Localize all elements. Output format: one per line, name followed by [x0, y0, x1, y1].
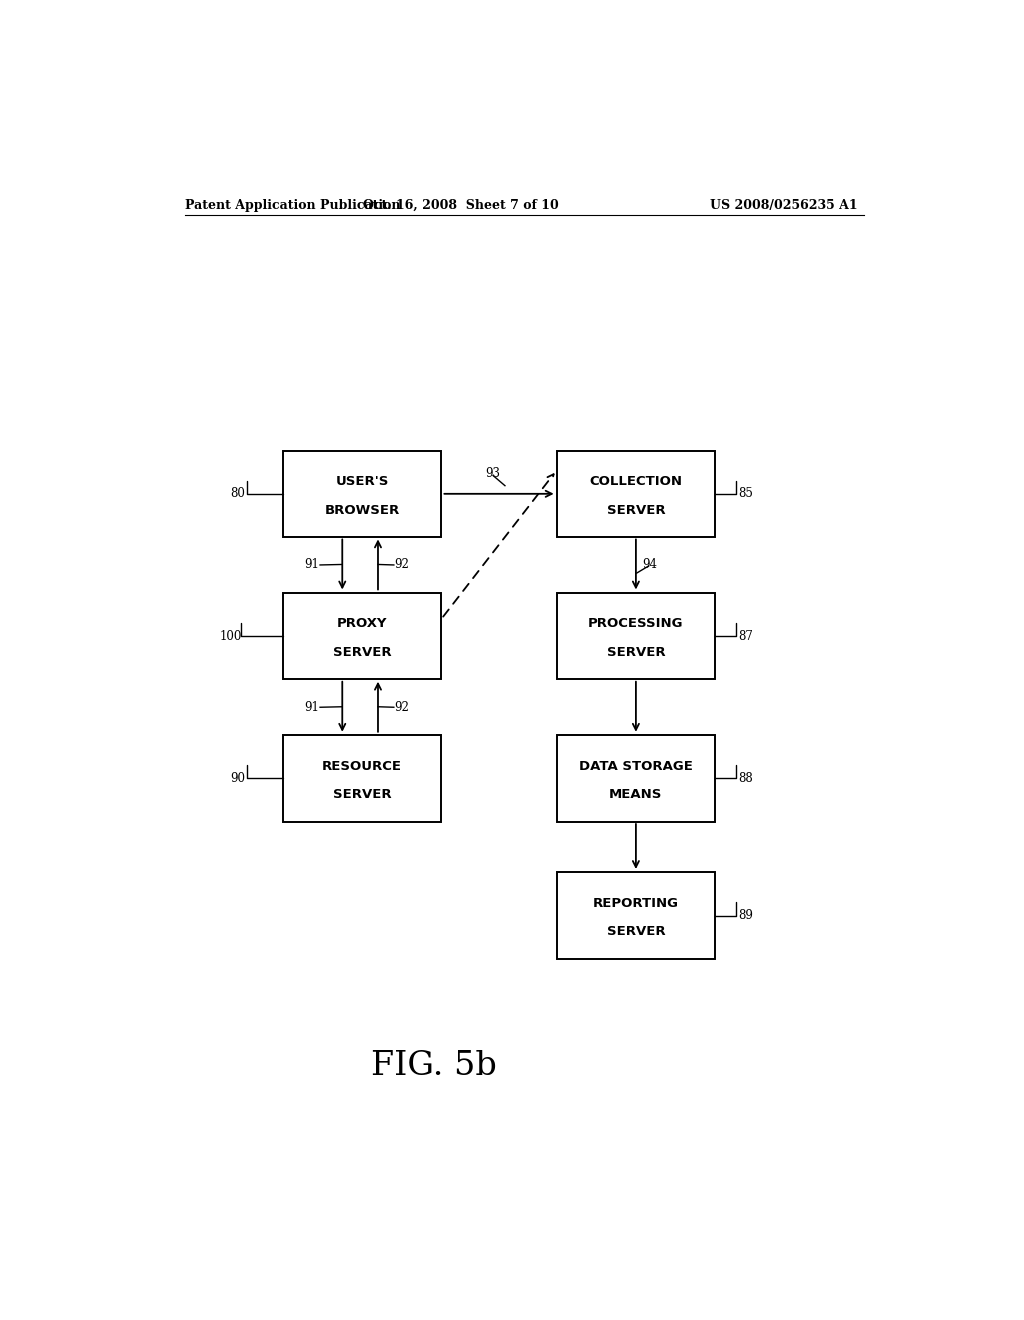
Text: PROCESSING: PROCESSING — [588, 618, 684, 631]
Text: BROWSER: BROWSER — [325, 503, 399, 516]
Text: 92: 92 — [394, 701, 410, 714]
Text: SERVER: SERVER — [333, 645, 391, 659]
Text: USER'S: USER'S — [336, 475, 389, 488]
Text: PROXY: PROXY — [337, 618, 387, 631]
Text: FIG. 5b: FIG. 5b — [371, 1049, 497, 1082]
Text: SERVER: SERVER — [606, 925, 666, 939]
Text: US 2008/0256235 A1: US 2008/0256235 A1 — [711, 198, 858, 211]
Text: REPORTING: REPORTING — [593, 896, 679, 909]
Bar — [283, 735, 441, 821]
Text: RESOURCE: RESOURCE — [323, 760, 402, 772]
Text: 80: 80 — [230, 487, 245, 500]
Text: COLLECTION: COLLECTION — [590, 475, 682, 488]
Text: SERVER: SERVER — [606, 645, 666, 659]
Text: 88: 88 — [738, 772, 753, 785]
Bar — [557, 735, 716, 821]
Text: 90: 90 — [230, 772, 245, 785]
Text: MEANS: MEANS — [609, 788, 663, 801]
Text: 91: 91 — [305, 558, 319, 572]
Text: 91: 91 — [305, 701, 319, 714]
Text: SERVER: SERVER — [606, 503, 666, 516]
Text: DATA STORAGE: DATA STORAGE — [579, 760, 693, 772]
Text: 94: 94 — [643, 558, 657, 572]
Text: Patent Application Publication: Patent Application Publication — [185, 198, 400, 211]
Bar — [557, 450, 716, 537]
Text: 87: 87 — [738, 630, 753, 643]
Text: 93: 93 — [485, 467, 501, 480]
Text: 89: 89 — [738, 909, 753, 923]
Text: 85: 85 — [738, 487, 753, 500]
Bar — [283, 593, 441, 680]
Bar — [557, 873, 716, 958]
Text: 100: 100 — [220, 630, 243, 643]
Text: 92: 92 — [394, 558, 410, 572]
Bar — [283, 450, 441, 537]
Bar — [557, 593, 716, 680]
Text: SERVER: SERVER — [333, 788, 391, 801]
Text: Oct. 16, 2008  Sheet 7 of 10: Oct. 16, 2008 Sheet 7 of 10 — [364, 198, 559, 211]
